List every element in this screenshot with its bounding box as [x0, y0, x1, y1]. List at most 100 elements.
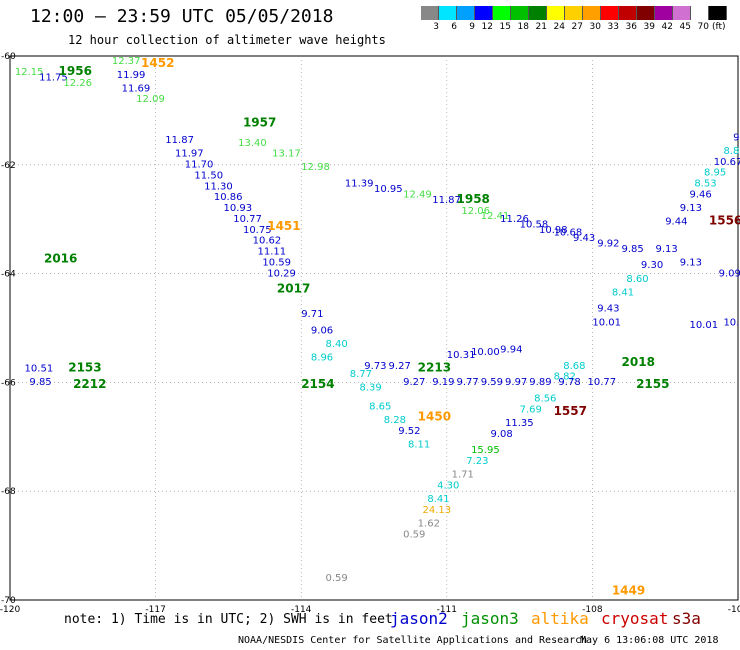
swh-value: 9.43 [573, 233, 595, 244]
legend-label: 33 [607, 22, 619, 32]
swh-value: 12.09 [136, 94, 165, 105]
footer-credit: NOAA/NESDIS Center for Satellite Applica… [238, 635, 588, 646]
legend-label: 3 [433, 22, 439, 32]
legend-swatch [583, 6, 601, 20]
legend-swatch [511, 6, 529, 20]
swh-value: 8.65 [369, 402, 391, 413]
swh-value: 10.75 [243, 225, 272, 236]
lon-tick-label: -111 [437, 605, 457, 615]
swh-value: 9.85 [622, 244, 644, 255]
track-label: 1556 [709, 214, 740, 228]
lon-tick-label: -114 [291, 605, 312, 615]
swh-value: 9.78 [558, 377, 580, 388]
swh-value: 9.77 [457, 377, 479, 388]
track-label: 2017 [277, 282, 310, 296]
swh-value: 9.08 [490, 429, 512, 440]
swh-value: 10.51 [25, 364, 54, 375]
track-label: 2155 [636, 377, 669, 391]
swh-value: 8.85 [723, 146, 740, 157]
legend-swatch [421, 6, 439, 20]
swh-value: 9.13 [733, 132, 740, 143]
color-legend-bar [421, 6, 727, 20]
legend-swatch [457, 6, 475, 20]
color-legend-labels: 3 6 9 12 15 18 21 24 27 30 33 36 39 42 45 70 [421, 22, 709, 32]
swh-value: 9.44 [665, 217, 687, 228]
swh-value: 8.68 [563, 361, 585, 372]
legend-label: 27 [571, 22, 583, 32]
swh-value: 1.62 [418, 519, 440, 530]
legend-label: 6 [451, 22, 457, 32]
mission-cryosat: cryosat [601, 609, 669, 628]
swh-value: 11.75 [39, 72, 68, 83]
swh-value: 9.59 [481, 377, 503, 388]
swh-value: 10.77 [588, 377, 617, 388]
swh-value: 11.97 [175, 149, 204, 160]
swh-value: 12.37 [112, 56, 141, 67]
legend-label: 9 [469, 22, 475, 32]
swh-value: 9.27 [403, 377, 425, 388]
footer-timestamp: May 6 13:06:08 UTC 2018 [580, 635, 719, 646]
track-label: 1957 [243, 116, 276, 130]
swh-value: 10.86 [214, 192, 243, 203]
footer-note: note: 1) Time is in UTC; 2) SWH is in fe… [64, 612, 393, 627]
legend-swatch [547, 6, 565, 20]
swh-value: 10.67 [714, 157, 740, 168]
swh-value: 8.56 [534, 393, 556, 404]
legend-swatch [529, 6, 547, 20]
mission-jason3: jason3 [461, 609, 519, 628]
legend-label: 21 [535, 22, 547, 32]
swh-value: 1.71 [452, 470, 474, 481]
legend-swatch [601, 6, 619, 20]
swh-value: 9.19 [432, 377, 454, 388]
swh-value: 9.85 [29, 377, 51, 388]
swh-value: 10.01 [689, 320, 718, 331]
legend-swatch [673, 6, 691, 20]
swh-value: 11.70 [185, 160, 214, 171]
mission-s3a: s3a [672, 609, 701, 628]
swh-value: 9.97 [505, 377, 527, 388]
lat-tick-label: -68 [1, 487, 16, 497]
swh-value: 8.40 [325, 339, 347, 350]
swh-value: 8.11 [408, 440, 430, 451]
swh-value: 9.06 [311, 325, 333, 336]
swh-value: 8.28 [384, 415, 406, 426]
swh-value: 10.59 [262, 257, 291, 268]
swh-value: 15.95 [471, 445, 500, 456]
legend-label: 30 [589, 22, 601, 32]
swh-value: 12.41 [481, 211, 510, 222]
swh-value: 11.11 [258, 247, 287, 258]
lat-tick-label: -64 [1, 270, 16, 280]
legend-label: 24 [553, 22, 565, 32]
swh-value: 8.41 [427, 494, 449, 505]
swh-value: 9.43 [597, 304, 619, 315]
track-label: 1450 [418, 409, 451, 423]
swh-value: 11.50 [194, 170, 223, 181]
swh-value: 12.49 [403, 189, 432, 200]
swh-value: 10.01 [592, 317, 621, 328]
map-frame [9, 55, 739, 601]
legend-label: 42 [661, 22, 673, 32]
track-label: 2018 [622, 355, 655, 369]
track-label: 1956 [59, 64, 92, 78]
legend-label: 39 [643, 22, 655, 32]
swh-value: 8.53 [694, 179, 716, 190]
swh-value: 8.95 [704, 168, 726, 179]
swh-value: 8.39 [359, 383, 381, 394]
track-label: 2212 [73, 377, 106, 391]
swh-value: 9.27 [389, 361, 411, 372]
swh-value: 4.30 [437, 480, 459, 491]
swh-value: 8.77 [350, 369, 372, 380]
legend-swatch [709, 6, 727, 20]
swh-value: 10.68 [554, 228, 583, 239]
swh-value: 10.58 [520, 219, 549, 230]
swh-value: 12.15 [15, 67, 44, 78]
swh-value: 10.77 [233, 214, 262, 225]
swh-value: 9.46 [689, 189, 711, 200]
swh-value: 12.06 [461, 206, 490, 217]
lon-tick-label: -105 [728, 605, 740, 615]
legend-swatch [691, 6, 709, 20]
swh-value: 11.35 [505, 418, 534, 429]
track-label: 1451 [267, 219, 300, 233]
swh-value: 7.69 [520, 404, 542, 415]
swh-value: 9.13 [680, 257, 702, 268]
